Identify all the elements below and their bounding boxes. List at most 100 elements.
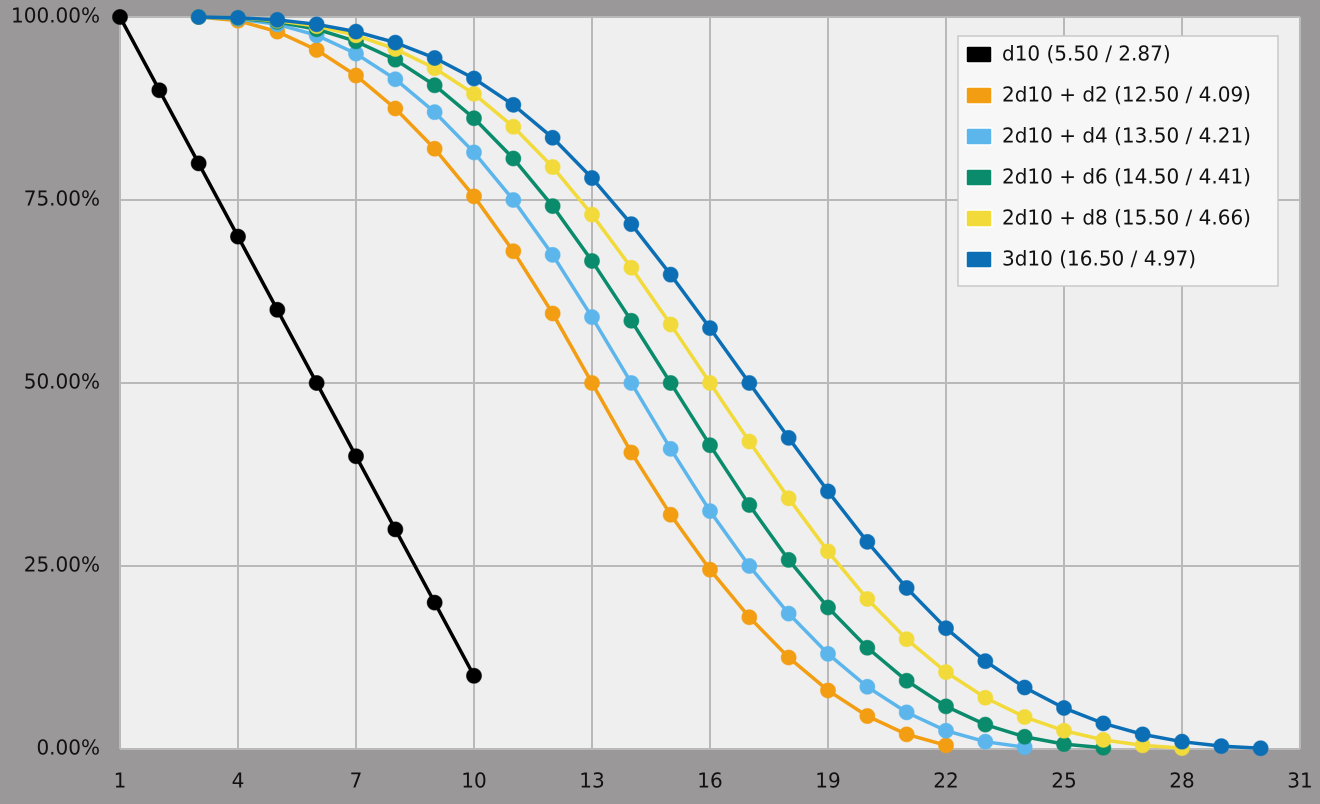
legend-swatch bbox=[965, 45, 993, 64]
data-point bbox=[820, 483, 836, 500]
data-point bbox=[348, 67, 364, 84]
data-point bbox=[859, 678, 876, 695]
x-tick-label: 7 bbox=[350, 769, 363, 793]
data-point bbox=[1016, 679, 1033, 696]
data-point bbox=[780, 490, 797, 507]
data-point bbox=[662, 506, 679, 523]
legend-swatch bbox=[965, 86, 993, 105]
data-point bbox=[859, 708, 876, 725]
data-point bbox=[269, 301, 286, 318]
y-tick-label: 75.00% bbox=[24, 187, 100, 211]
x-tick-label: 16 bbox=[697, 769, 722, 793]
data-point bbox=[308, 375, 325, 391]
x-tick-label: 28 bbox=[1169, 769, 1194, 793]
legend-label: 2d10 + d4 (13.50 / 4.21) bbox=[1002, 124, 1251, 148]
data-point bbox=[505, 192, 522, 208]
data-point bbox=[662, 375, 679, 391]
data-point bbox=[938, 722, 954, 739]
data-point bbox=[1134, 726, 1151, 743]
data-point bbox=[702, 561, 718, 578]
data-point bbox=[426, 140, 443, 157]
data-point bbox=[426, 77, 443, 94]
y-tick-label: 100.00% bbox=[11, 4, 100, 28]
y-tick-label: 25.00% bbox=[24, 553, 100, 577]
data-point bbox=[1174, 733, 1190, 750]
data-point bbox=[898, 704, 915, 721]
legend-label: 3d10 (16.50 / 4.97) bbox=[1002, 247, 1196, 271]
data-point bbox=[938, 664, 954, 681]
data-point bbox=[387, 521, 404, 538]
data-point bbox=[544, 246, 561, 263]
legend-label: 2d10 + d8 (15.50 / 4.66) bbox=[1002, 206, 1251, 230]
data-point bbox=[938, 737, 954, 754]
legend-box bbox=[957, 35, 1279, 287]
legend-swatch bbox=[965, 209, 993, 228]
legend-label: 2d10 + d6 (14.50 / 4.41) bbox=[1002, 165, 1251, 189]
data-point bbox=[702, 437, 718, 454]
data-point bbox=[426, 49, 443, 66]
data-point bbox=[387, 71, 404, 88]
legend-swatch bbox=[965, 168, 993, 187]
data-point bbox=[859, 639, 876, 656]
data-point bbox=[741, 497, 758, 514]
data-point bbox=[623, 444, 640, 461]
data-point bbox=[505, 118, 522, 135]
data-point bbox=[387, 100, 404, 117]
data-point bbox=[584, 309, 600, 326]
axis-labels: 0.00% 25.00% 50.00% 75.00% 100.00% 1 4 7 10 13 16 1… bbox=[11, 4, 1313, 793]
x-tick-label: 10 bbox=[461, 769, 486, 793]
data-point bbox=[112, 9, 128, 25]
data-point bbox=[977, 653, 994, 670]
data-point bbox=[466, 144, 482, 161]
data-point bbox=[230, 228, 246, 245]
data-point bbox=[151, 82, 168, 99]
x-tick-label: 13 bbox=[579, 769, 604, 793]
x-tick-label: 19 bbox=[815, 769, 840, 793]
data-point bbox=[1213, 738, 1230, 755]
data-point bbox=[584, 206, 600, 223]
data-point bbox=[505, 150, 522, 167]
data-point bbox=[584, 375, 600, 391]
data-point bbox=[1016, 728, 1033, 745]
series-line bbox=[198, 15, 1261, 751]
data-point bbox=[741, 433, 758, 450]
data-point bbox=[702, 320, 718, 337]
data-point bbox=[820, 645, 836, 662]
data-point bbox=[348, 448, 364, 465]
data-point bbox=[308, 16, 325, 33]
data-point bbox=[898, 579, 915, 596]
x-tick-label: 25 bbox=[1051, 769, 1076, 793]
data-point bbox=[544, 305, 561, 322]
data-point bbox=[544, 129, 561, 146]
series-group bbox=[112, 9, 1269, 757]
x-tick-label: 4 bbox=[232, 769, 245, 793]
data-point bbox=[1056, 736, 1072, 753]
data-point bbox=[466, 85, 482, 102]
data-point bbox=[898, 672, 915, 689]
y-tick-label: 50.00% bbox=[24, 370, 100, 394]
data-point bbox=[662, 440, 679, 457]
data-point bbox=[820, 543, 836, 560]
data-point bbox=[505, 243, 522, 260]
data-point bbox=[348, 23, 364, 40]
data-point bbox=[544, 159, 561, 176]
series-line bbox=[198, 15, 1025, 749]
data-point bbox=[977, 716, 994, 733]
data-point bbox=[544, 198, 561, 215]
data-point bbox=[190, 155, 207, 172]
data-point bbox=[898, 726, 915, 743]
data-point bbox=[1252, 740, 1269, 757]
data-point bbox=[466, 188, 482, 205]
data-point bbox=[780, 551, 797, 568]
legend-swatch bbox=[965, 250, 993, 269]
data-point bbox=[780, 649, 797, 666]
data-point bbox=[977, 733, 994, 750]
data-point bbox=[426, 594, 443, 611]
legend: d10 (5.50 / 2.87) 2d10 + d2 (12.50 / 4.09… bbox=[957, 35, 1279, 287]
legend-label: 2d10 + d2 (12.50 / 4.09) bbox=[1002, 83, 1251, 107]
legend-swatch bbox=[965, 127, 993, 146]
x-tick-label: 1 bbox=[114, 769, 127, 793]
data-point bbox=[426, 104, 443, 121]
